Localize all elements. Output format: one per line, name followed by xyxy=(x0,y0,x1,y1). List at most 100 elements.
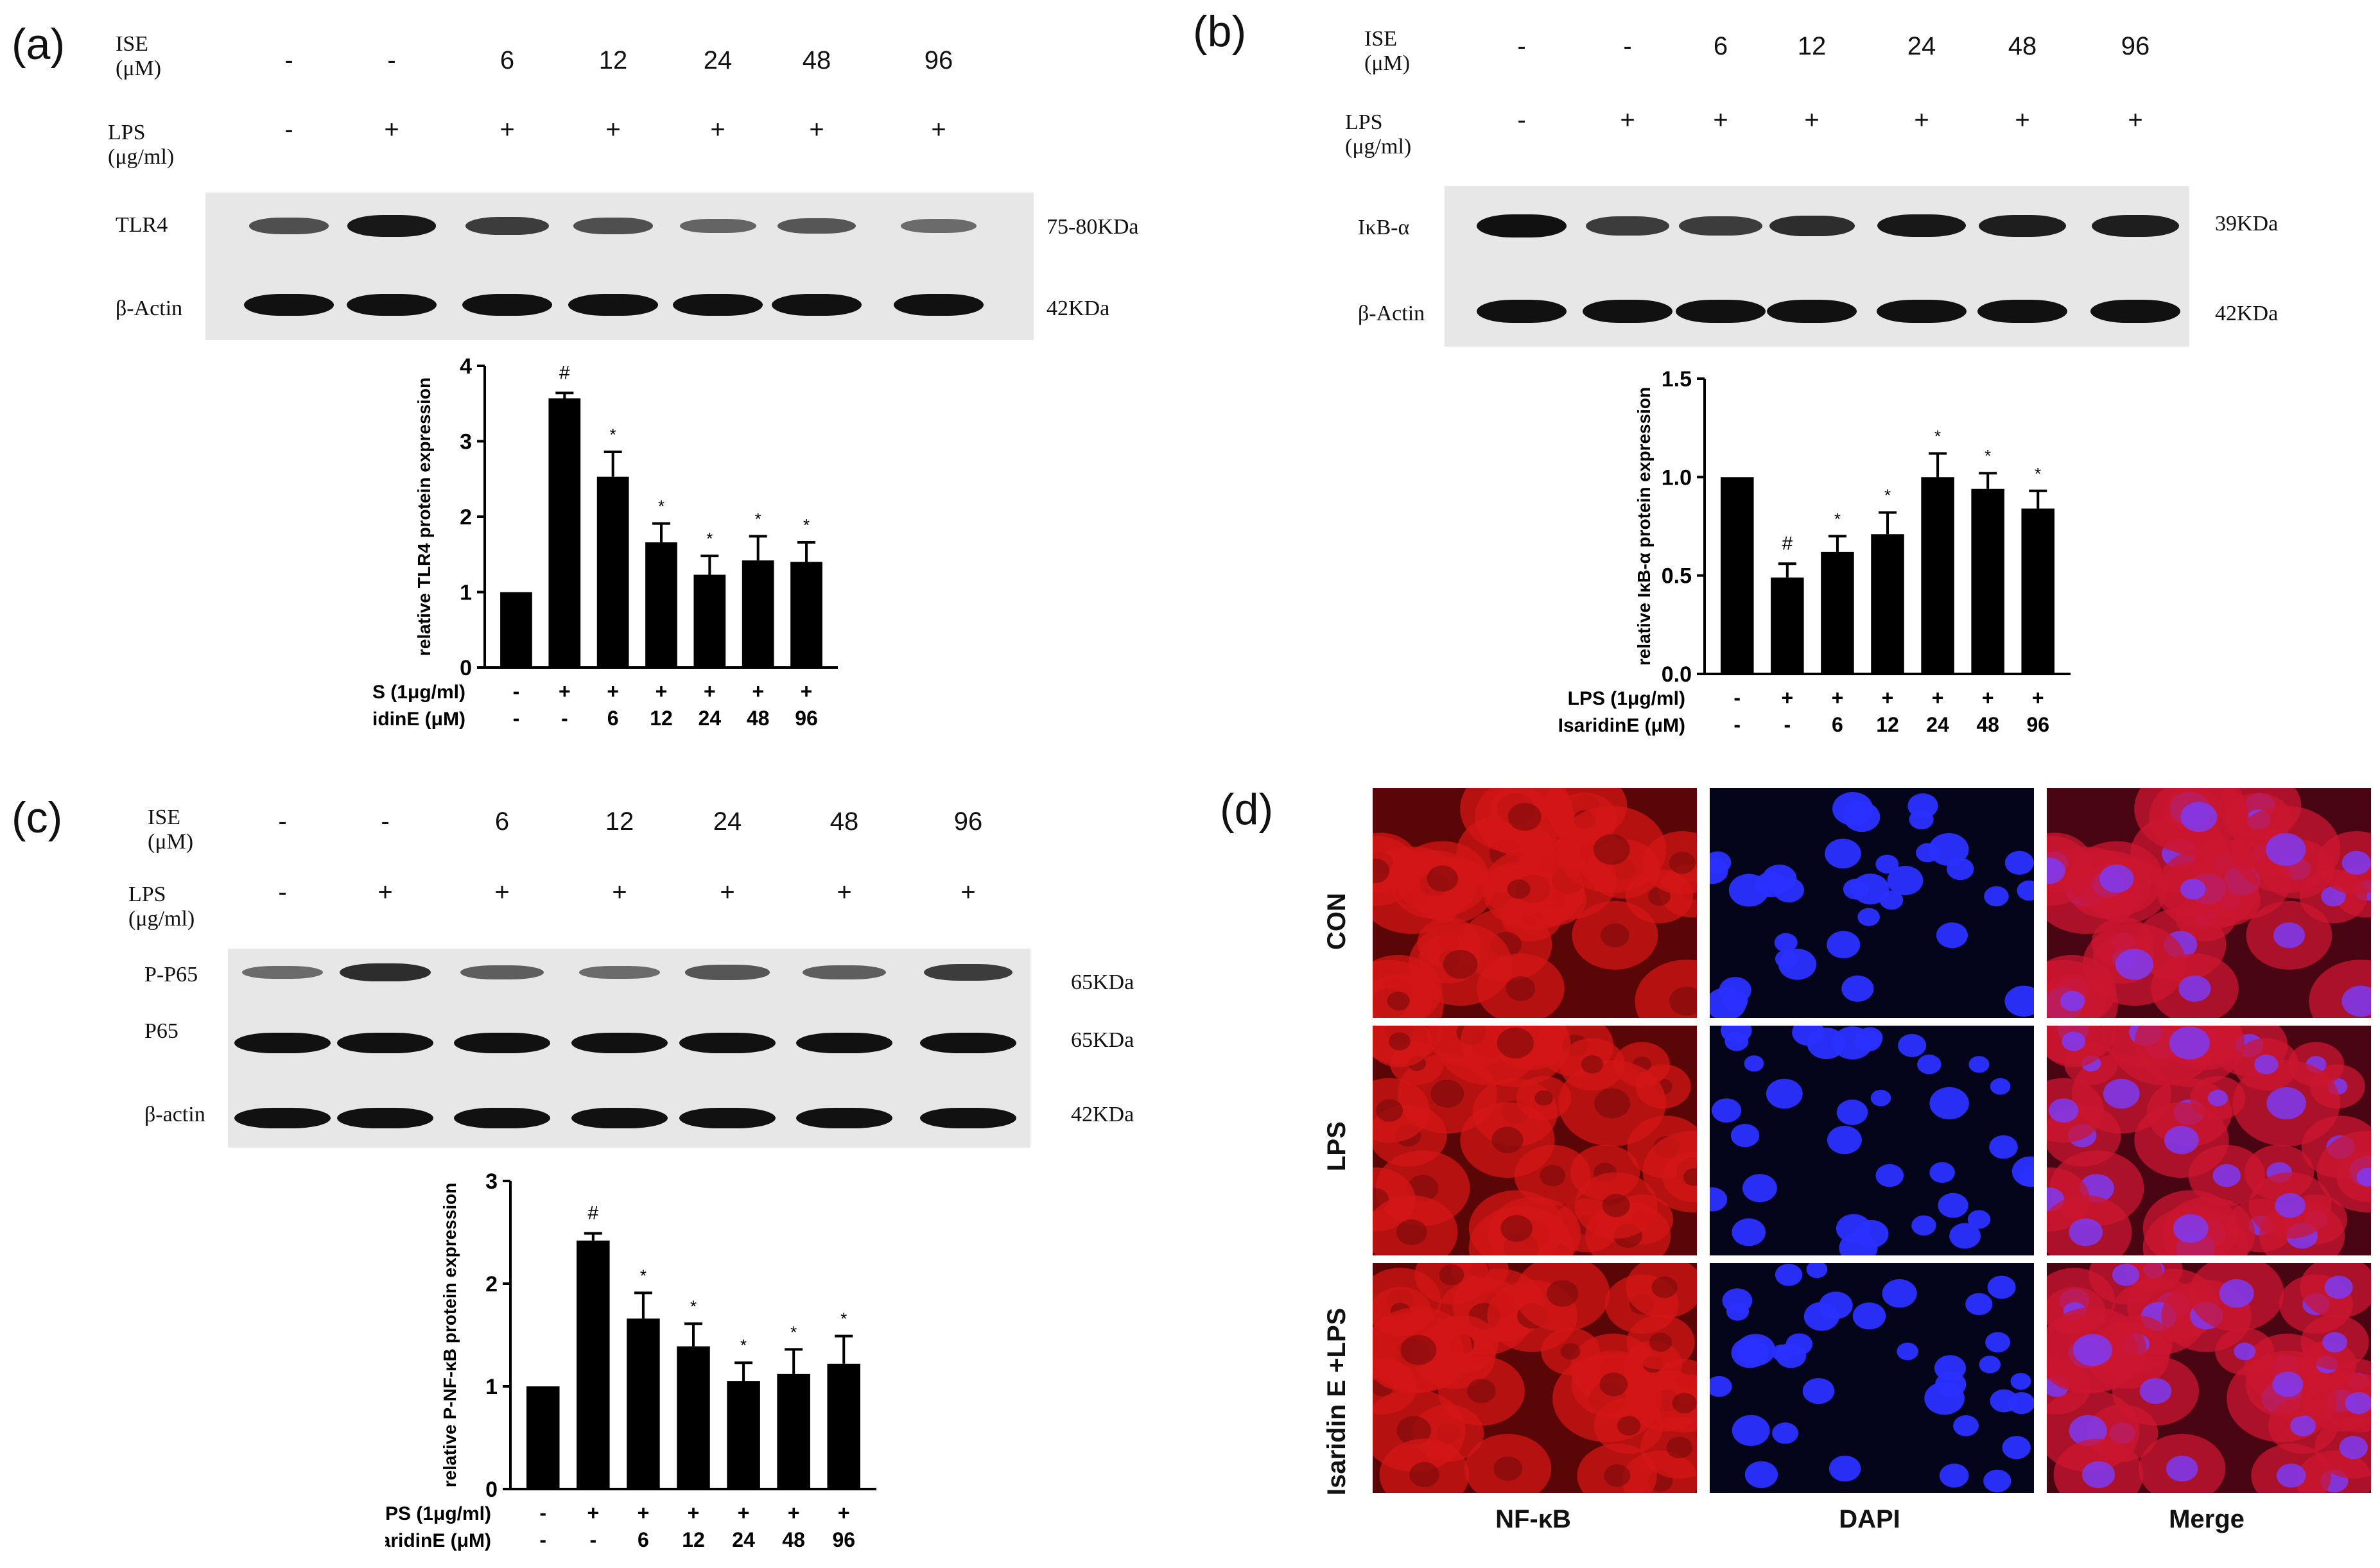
a-lps-row-cell: + xyxy=(605,116,621,144)
nucleus xyxy=(1857,908,1880,926)
bar xyxy=(627,1318,660,1489)
nucleus xyxy=(2115,949,2154,980)
nucleus xyxy=(2275,1193,2306,1218)
x-row1-value: + xyxy=(607,680,619,703)
x-row1-value: - xyxy=(513,680,520,703)
nucleus-shadow xyxy=(1594,1088,1631,1119)
y-tick-label: 1.5 xyxy=(1662,367,1692,392)
nucleus xyxy=(1875,1164,1904,1187)
a-ise-row-cell: 6 xyxy=(499,46,515,74)
nucleus xyxy=(1762,865,1797,893)
micrograph-tile xyxy=(1371,786,1699,1020)
blot-band xyxy=(679,1033,776,1053)
nucleus xyxy=(2324,1275,2353,1299)
panel-a-ise-label: ISE (μM) xyxy=(116,32,161,81)
nucleus xyxy=(1836,1099,1868,1125)
significance-mark: * xyxy=(658,497,664,516)
x-row1-label: LPS (1μg/ml) xyxy=(1568,688,1685,709)
a-lps-row-cell: - xyxy=(284,116,293,144)
nucleus-shadow xyxy=(1540,1164,1566,1187)
nucleus xyxy=(1785,1333,1813,1356)
x-row2-label: IsaridinE (μM) xyxy=(385,1530,491,1551)
b-lps-row-cell: + xyxy=(2128,106,2143,134)
nucleus xyxy=(1710,857,1728,884)
panel-b-kda-0: 39KDa xyxy=(2215,212,2279,236)
significance-mark: * xyxy=(803,515,810,535)
micrograph-tile xyxy=(1708,786,2036,1020)
x-row2-value: - xyxy=(1733,713,1741,736)
nucleus-shadow xyxy=(1491,1126,1524,1153)
nucleus xyxy=(2266,832,2306,866)
significance-mark: * xyxy=(790,1322,797,1341)
significance-mark: * xyxy=(740,1336,747,1355)
blot-band xyxy=(772,294,862,316)
nucleus xyxy=(1735,1334,1776,1366)
micrograph-image xyxy=(1373,788,1697,1018)
significance-mark: * xyxy=(1985,446,1991,465)
nucleus xyxy=(2112,1263,2140,1286)
x-row1-value: + xyxy=(688,1501,700,1524)
a-ise-row-cell: 12 xyxy=(598,46,628,74)
blot-band xyxy=(1583,300,1672,323)
nucleus xyxy=(2069,1415,2107,1446)
nucleus xyxy=(2164,1126,2199,1155)
x-row1-value: + xyxy=(738,1501,750,1524)
blot-band xyxy=(2091,214,2180,237)
micrograph-image xyxy=(2047,788,2371,1018)
x-row2-value: 24 xyxy=(1926,713,1949,736)
panel-a-kda-1: 42KDa xyxy=(1047,297,1110,320)
blot-band xyxy=(579,965,660,979)
nucleus xyxy=(1774,933,1798,952)
nucleus xyxy=(2207,1089,2228,1107)
nucleus xyxy=(2341,850,2371,875)
x-row1-value: - xyxy=(539,1501,546,1524)
ise-label-line1: ISE xyxy=(148,806,180,829)
x-row1-value: + xyxy=(752,680,764,703)
b-lps-row-cell: + xyxy=(1713,106,1728,134)
panel-a-kda-0: 75-80KDa xyxy=(1047,215,1139,239)
blot-band xyxy=(679,1108,776,1128)
panel-c-band-label-2: β-actin xyxy=(144,1103,205,1126)
y-tick-label: 0 xyxy=(460,656,472,680)
y-axis-label: relative P-NF-κB protein expression xyxy=(440,1183,460,1488)
significance-mark: * xyxy=(706,529,713,548)
c-ise-row-cell: - xyxy=(381,807,390,836)
nucleus xyxy=(1730,1123,1760,1148)
panel-c-band-label-0: P-P65 xyxy=(144,963,198,986)
b-ise-row-cell: 24 xyxy=(1907,32,1936,60)
nucleus xyxy=(2212,1164,2241,1187)
nucleus xyxy=(1983,1469,2011,1493)
nucleus xyxy=(2339,1436,2368,1460)
nucleus xyxy=(1723,990,1748,1012)
y-tick-label: 1 xyxy=(485,1375,498,1399)
lps-label-line2: (μg/ml) xyxy=(108,145,175,169)
y-tick-label: 0 xyxy=(485,1478,498,1502)
b-ise-row-cell: - xyxy=(1623,32,1632,60)
nucleus xyxy=(2173,1214,2209,1243)
blot-band xyxy=(234,1108,331,1128)
x-row1-label: LPS (1μg/ml) xyxy=(385,1503,491,1524)
c-ise-row-cell: 48 xyxy=(830,807,859,836)
panel-d-col-label-0: NF-κB xyxy=(1495,1505,1571,1533)
x-row2-value: 48 xyxy=(747,707,770,730)
nucleus xyxy=(1766,1078,1803,1109)
x-row2-value: 12 xyxy=(682,1528,705,1551)
b-ise-row-cell: 6 xyxy=(1713,32,1728,60)
blot-band xyxy=(573,218,654,234)
a-ise-row-cell: - xyxy=(387,46,396,74)
panel-c-ise-label: ISE (μM) xyxy=(148,806,193,854)
nucleus-shadow xyxy=(1617,1416,1641,1436)
blot-band xyxy=(1477,300,1567,323)
nucleus-shadow xyxy=(1500,1215,1533,1242)
x-row2-value: 96 xyxy=(2026,713,2049,736)
c-lps-row-cell: + xyxy=(378,878,393,906)
x-row2-label: IsaridinE (μM) xyxy=(372,709,465,730)
significance-mark: # xyxy=(587,1203,598,1224)
panel-d-row-label-0: CON xyxy=(1323,893,1351,950)
nucleus xyxy=(2273,922,2305,949)
nucleus-shadow xyxy=(1493,1456,1523,1481)
y-tick-label: 0.5 xyxy=(1662,564,1692,589)
x-row2-value: 6 xyxy=(1832,713,1843,736)
nucleus-shadow xyxy=(1497,1027,1534,1059)
